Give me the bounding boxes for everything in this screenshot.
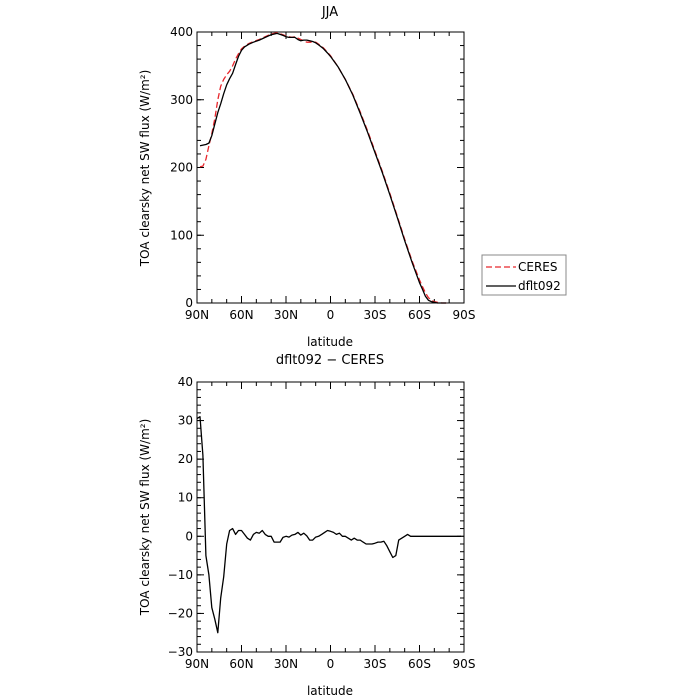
x-tick-label: 60N [229,657,253,671]
y-tick-label: −20 [168,606,193,620]
y-tick-label: 0 [185,296,193,310]
x-tick-label: 0 [327,308,335,322]
x-tick-label: 30S [364,308,387,322]
x-tick-label: 90N [185,657,209,671]
y-tick-label: 0 [185,529,193,543]
legend-label-dflt092: dflt092 [518,279,561,293]
x-tick-label: 60S [408,657,431,671]
y-tick-label: 100 [170,228,193,242]
series-line-ceres [199,32,447,304]
y-tick-label: 200 [170,161,193,175]
top-x-axis-label: latitude [307,335,353,349]
top-chart-title: JJA [321,5,338,20]
y-tick-label: 30 [178,414,193,428]
series-line-dflt092 [199,32,447,304]
y-tick-label: 10 [178,491,193,505]
y-tick-label: −30 [168,645,193,659]
bottom-panel: dflt092 − CERES 90N 60N 30N 0 30S 60S 90S −30 −2… [138,353,475,698]
bottom-plot-area: 90N 60N 30N 0 30S 60S 90S −30 −20 −10 0 10 20 30 40 [168,375,476,671]
top-plot-area: 90N 60N 30N 0 30S 60S 90S 0 100 200 300 400 [170,25,475,322]
bottom-chart-title: dflt092 − CERES [276,353,384,368]
legend-label-ceres: CERES [518,260,558,274]
legend-box [481,254,567,296]
x-tick-label: 0 [327,657,335,671]
x-tick-label: 90N [185,308,209,322]
bottom-x-axis-label: latitude [307,684,353,698]
y-tick-label: −10 [168,568,193,582]
x-tick-label: 90S [453,657,476,671]
top-panel: JJA 90N 60N 30N 0 30S 60S 90S 0 100 200 300 400 lat… [138,5,567,349]
bottom-y-axis-label: TOA clearsky net SW flux (W/m²) [138,419,152,617]
series-line-panel1-0 [196,416,461,634]
x-tick-label: 30N [274,657,298,671]
legend: CERES dflt092 [481,254,567,296]
x-tick-label: 60N [229,308,253,322]
x-tick-label: 30N [274,308,298,322]
y-tick-label: 40 [178,375,193,389]
x-tick-label: 90S [453,308,476,322]
x-tick-label: 30S [364,657,387,671]
y-tick-label: 300 [170,93,193,107]
y-tick-label: 400 [170,25,193,39]
y-tick-label: 20 [178,452,193,466]
plot-frame [196,381,465,653]
plot-frame [196,31,465,304]
x-tick-label: 60S [408,308,431,322]
top-y-axis-label: TOA clearsky net SW flux (W/m²) [138,70,152,268]
